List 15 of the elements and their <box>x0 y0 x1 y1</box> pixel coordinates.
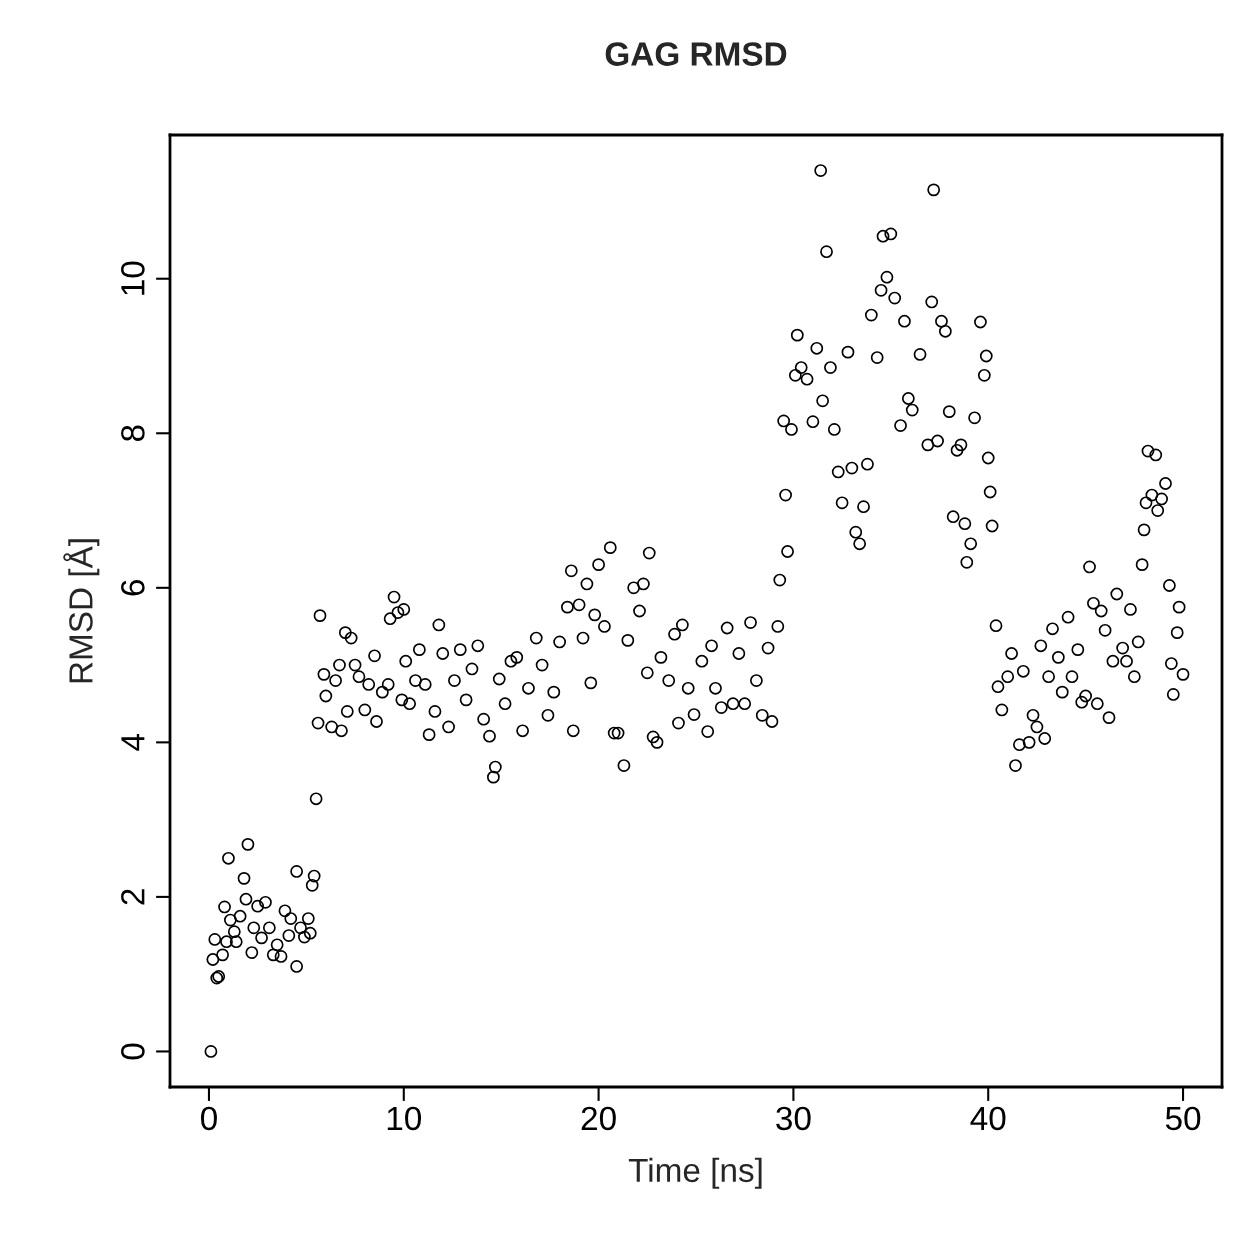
chart-title: GAG RMSD <box>605 42 787 66</box>
x-tick-label: 30 <box>776 1106 811 1131</box>
y-tick-label: 8 <box>121 425 145 442</box>
y-tick-label: 4 <box>121 734 145 751</box>
y-tick-label: 6 <box>121 580 145 596</box>
x-axis-title: Time [ns] <box>628 1157 762 1189</box>
y-tick-label: 0 <box>121 1043 145 1060</box>
x-tick-label: 40 <box>970 1106 1006 1131</box>
x-tick-label: 0 <box>201 1106 217 1131</box>
x-tick-label: 50 <box>1165 1106 1201 1131</box>
x-tick-label: 20 <box>581 1106 616 1131</box>
x-tick-label: 10 <box>387 1106 422 1131</box>
y-axis-title: RMSD [Å] <box>63 539 100 683</box>
y-tick-label: 2 <box>121 889 145 905</box>
y-tick-label: 10 <box>121 261 145 295</box>
